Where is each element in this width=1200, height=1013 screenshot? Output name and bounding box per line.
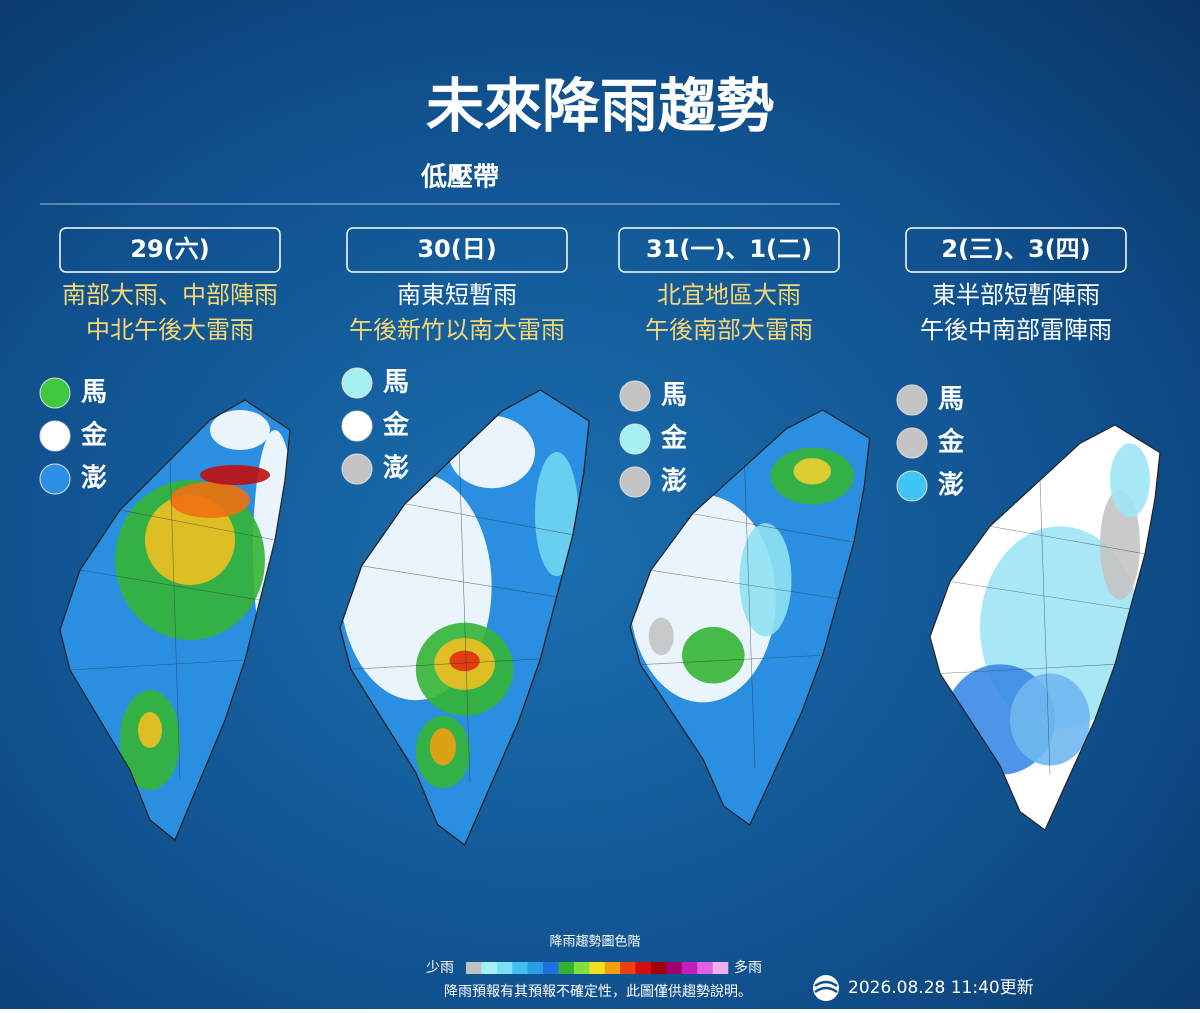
- scale-swatch: [558, 962, 575, 974]
- rain-area: [793, 458, 832, 485]
- island-dot: [341, 367, 373, 399]
- county-lines: [939, 480, 1146, 775]
- logo-mark: [814, 980, 838, 994]
- title: 未來降雨趨勢: [426, 72, 774, 140]
- island-dot: [896, 470, 928, 502]
- island-name: 馬: [81, 378, 107, 408]
- rain-area: [429, 728, 456, 766]
- forecast-line: 南部大雨、中部陣雨: [62, 281, 278, 309]
- color-scale: 降雨趨勢圖色階 少雨 多雨: [426, 934, 762, 977]
- rain-area: [449, 650, 480, 672]
- island-dot: [619, 466, 651, 498]
- rain-area: [138, 712, 162, 748]
- updated: 2026.08.28 11:40更新: [848, 978, 1034, 998]
- island-dot: [896, 384, 928, 416]
- scale-high: 多雨: [734, 959, 762, 976]
- island-name: 馬: [383, 368, 409, 398]
- date-label: 29(六): [130, 235, 209, 263]
- rain-area: [535, 452, 579, 577]
- island-dot: [39, 377, 71, 409]
- date-box: [618, 227, 840, 273]
- scale-swatch: [650, 962, 667, 974]
- footer-note: 降雨預報有其預報不確定性，此圖僅供趨勢說明。: [444, 983, 752, 1000]
- rain-area: [739, 523, 792, 637]
- island-dot: [39, 463, 71, 495]
- scale-swatch: [666, 962, 683, 974]
- scale-swatch: [635, 962, 652, 974]
- island-name: 澎: [81, 464, 107, 494]
- island-dot: [39, 420, 71, 452]
- scale-swatch: [573, 962, 590, 974]
- island-dot: [896, 427, 928, 459]
- rain-area: [1100, 489, 1140, 600]
- scale-swatch: [543, 962, 559, 974]
- county-lines: [69, 459, 276, 781]
- island-dot: [619, 380, 651, 412]
- scale-swatch: [496, 962, 513, 974]
- forecast-line: 北宜地區大雨: [657, 281, 801, 309]
- map-outline: [339, 389, 590, 846]
- scale-swatch: [481, 962, 498, 974]
- island-name: 馬: [938, 385, 964, 415]
- island-dot: [341, 410, 373, 442]
- forecast-line: 午後新竹以南大雷雨: [349, 316, 565, 344]
- forecast-line: 午後中南部雷陣雨: [920, 316, 1112, 344]
- forecast-line: 東半部短暫陣雨: [932, 281, 1100, 309]
- rain-area: [1010, 673, 1090, 766]
- island-name: 澎: [661, 467, 687, 497]
- scale-swatch: [712, 962, 729, 974]
- forecast-line: 南東短暫雨: [397, 281, 517, 309]
- island-name: 澎: [938, 471, 964, 501]
- island-dot: [341, 453, 373, 485]
- scale-swatch: [620, 962, 636, 974]
- island-name: 金: [382, 410, 410, 441]
- scale-swatch: [512, 962, 528, 974]
- island-name: 金: [80, 420, 108, 451]
- county-lines: [350, 452, 573, 783]
- scale-low: 少雨: [426, 960, 454, 976]
- rain-area: [682, 626, 745, 684]
- date-box: [59, 227, 281, 273]
- date-label: 2(三)、3(四): [941, 235, 1090, 263]
- date-box: [905, 227, 1127, 273]
- forecast-line: 午後南部大雷雨: [645, 316, 813, 344]
- island-name: 馬: [661, 381, 687, 411]
- scale-swatch: [589, 962, 606, 974]
- rain-area: [1110, 443, 1150, 518]
- scale-swatch: [681, 962, 698, 974]
- island-name: 金: [937, 427, 965, 458]
- date-label: 30(日): [417, 235, 496, 263]
- rain-area: [170, 482, 250, 518]
- island-name: 金: [660, 423, 688, 454]
- scale-swatch: [527, 962, 544, 974]
- county-lines: [640, 466, 855, 769]
- scale-swatch: [466, 962, 482, 974]
- island-name: 澎: [383, 454, 409, 484]
- island-dot: [619, 423, 651, 455]
- scale-title: 降雨趨勢圖色階: [549, 934, 640, 950]
- scale-swatch: [697, 962, 713, 974]
- rain-area: [648, 617, 674, 656]
- forecast-line: 中北午後大雷雨: [86, 316, 254, 344]
- subtitle: 低壓帶: [420, 163, 499, 193]
- date-label: 31(一)、1(二): [646, 235, 812, 263]
- date-box: [346, 227, 568, 273]
- scale-swatch: [604, 962, 621, 974]
- rain-area: [200, 465, 270, 485]
- rain-area: [210, 410, 270, 450]
